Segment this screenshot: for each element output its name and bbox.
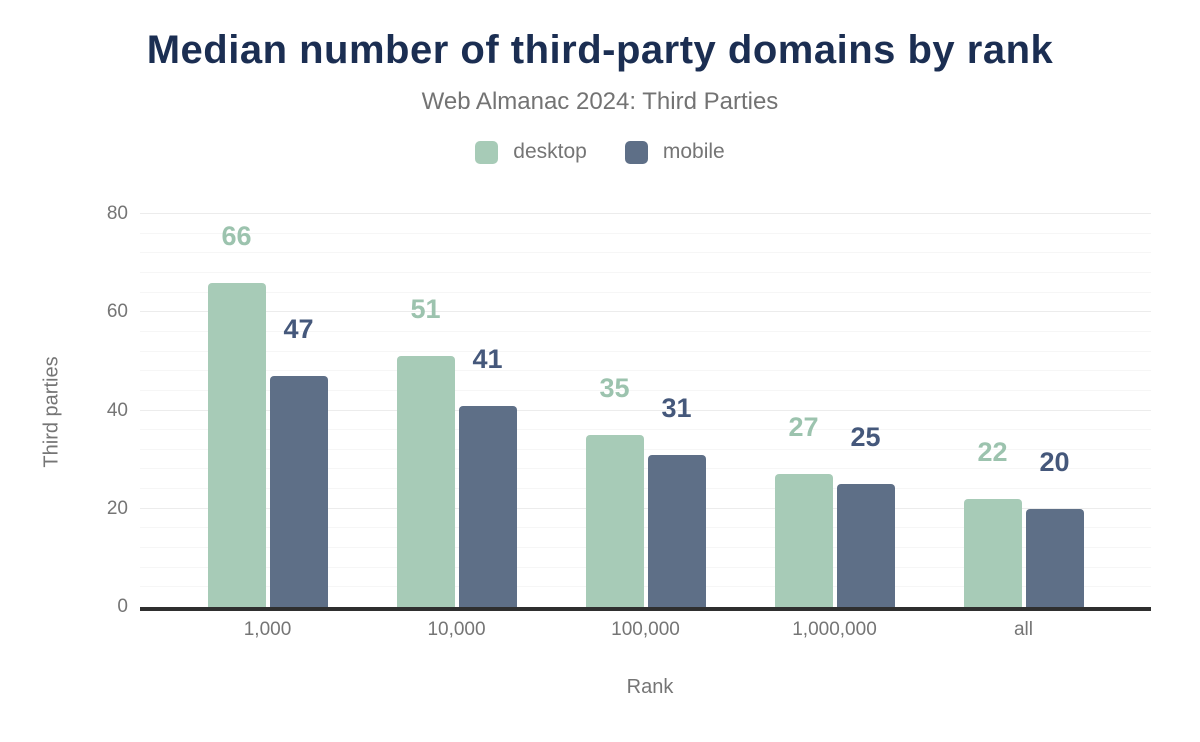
mobile-series-swatch: [624, 140, 648, 164]
bar-mobile-10000[interactable]: [458, 405, 517, 607]
minor-gridline: [140, 232, 1151, 234]
legend-label-desktop: desktop: [513, 140, 587, 163]
bar-value-label-desktop: 35: [599, 373, 630, 404]
major-gridline: [140, 409, 1151, 411]
y-tick-label: 0: [117, 596, 128, 617]
bar-value-label-desktop: 66: [221, 220, 252, 251]
minor-gridline: [140, 429, 1151, 431]
bar-desktop-1000[interactable]: [207, 282, 266, 607]
major-gridline: [140, 311, 1151, 313]
minor-gridline: [140, 488, 1151, 490]
minor-gridline: [140, 586, 1151, 588]
x-tick-label: 1,000,000: [792, 619, 877, 640]
minor-gridline: [140, 271, 1151, 273]
minor-gridline: [140, 350, 1151, 352]
bar-value-label-mobile: 47: [283, 314, 314, 345]
bar-desktop-1000000[interactable]: [774, 474, 833, 607]
legend-label-mobile: mobile: [662, 140, 725, 163]
minor-gridline: [140, 291, 1151, 293]
bar-value-label-desktop: 27: [788, 412, 819, 443]
desktop-series-swatch: [475, 140, 499, 164]
bar-value-label-desktop: 51: [410, 294, 441, 325]
chart-title: Median number of third-party domains by …: [146, 28, 1054, 72]
bar-value-label-mobile: 20: [1039, 446, 1070, 477]
legend: desktop mobile: [0, 140, 1200, 164]
minor-gridline: [140, 566, 1151, 568]
y-tick-label: 20: [106, 497, 128, 519]
minor-gridline: [140, 252, 1151, 254]
plot-area: 66 47 51 41 35 31 27 25 22 20: [140, 213, 1151, 607]
minor-gridline: [140, 448, 1151, 450]
bar-mobile-1000000[interactable]: [836, 484, 895, 607]
minor-gridline: [140, 547, 1151, 549]
minor-gridline: [140, 370, 1151, 372]
minor-gridline: [140, 330, 1151, 332]
minor-gridline: [140, 389, 1151, 391]
x-tick-label: 100,000: [611, 619, 680, 640]
x-axis-title: Rank: [626, 676, 674, 698]
bar-value-label-mobile: 41: [472, 343, 503, 374]
major-gridline: [140, 507, 1151, 509]
x-tick-label: all: [1013, 619, 1033, 640]
y-tick-label: 80: [106, 203, 128, 224]
bar-mobile-100000[interactable]: [647, 454, 706, 607]
bar-mobile-all[interactable]: [1025, 508, 1084, 607]
bar-desktop-all[interactable]: [963, 498, 1022, 607]
y-tick-label: 40: [106, 399, 128, 421]
bar-value-label-mobile: 25: [850, 422, 881, 453]
legend-item-desktop: desktop: [475, 140, 587, 164]
y-tick-label: 60: [106, 301, 128, 323]
bar-value-label-mobile: 31: [661, 392, 692, 423]
minor-gridline: [140, 527, 1151, 529]
bar-value-label-desktop: 22: [977, 436, 1008, 467]
bar-desktop-10000[interactable]: [396, 356, 455, 607]
y-axis-title: Third parties: [40, 356, 63, 468]
legend-item-mobile: mobile: [624, 140, 725, 164]
x-axis-line: [140, 607, 1151, 611]
bar-desktop-100000[interactable]: [585, 435, 644, 607]
x-tick-label: 1,000: [243, 619, 292, 640]
chart-subtitle: Web Almanac 2024: Third Parties: [421, 88, 779, 115]
minor-gridline: [140, 468, 1151, 470]
bar-mobile-1000[interactable]: [269, 376, 328, 607]
major-gridline: [140, 213, 1151, 214]
x-tick-label: 10,000: [427, 619, 486, 640]
